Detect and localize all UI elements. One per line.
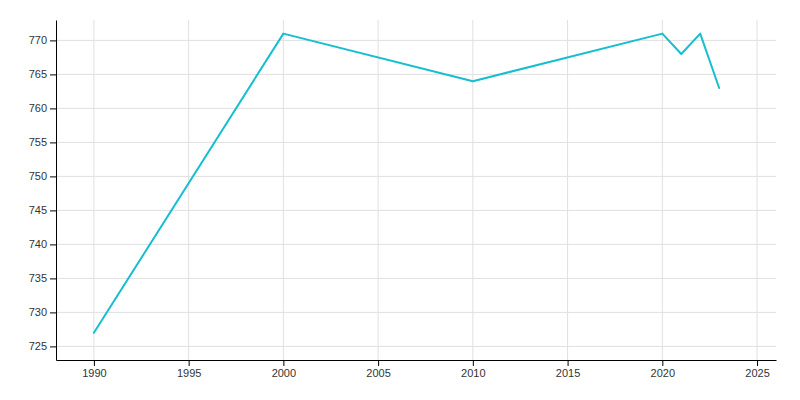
tick-label: 735: [29, 272, 47, 284]
tick: 2000: [272, 360, 296, 379]
grid-line-x: [472, 20, 473, 360]
tick-label: 2020: [651, 367, 675, 379]
tick-mark: [50, 346, 56, 347]
tick: 2025: [745, 360, 769, 379]
tick-label: 2010: [461, 367, 485, 379]
grid-line-y: [56, 142, 776, 143]
axis-domain: [57, 360, 777, 361]
tick-label: 2015: [556, 367, 580, 379]
tick: 1995: [177, 360, 201, 379]
tick-mark: [50, 278, 56, 279]
tick-mark: [757, 360, 758, 366]
tick: 770: [29, 34, 56, 46]
tick-mark: [50, 74, 56, 75]
tick-mark: [568, 360, 569, 366]
grid-line-x: [378, 20, 379, 360]
tick: 760: [29, 102, 56, 114]
grid-line-x: [93, 20, 94, 360]
axis-domain: [56, 21, 57, 361]
tick-mark: [189, 360, 190, 366]
tick-label: 2005: [366, 367, 390, 379]
tick: 745: [29, 204, 56, 216]
grid-line-y: [56, 346, 776, 347]
tick-mark: [473, 360, 474, 366]
tick-label: 750: [29, 170, 47, 182]
tick-mark: [50, 108, 56, 109]
tick: 735: [29, 272, 56, 284]
grid-line-y: [56, 278, 776, 279]
grid-line-x: [567, 20, 568, 360]
tick: 730: [29, 306, 56, 318]
tick-label: 1995: [177, 367, 201, 379]
y-axis: 725 730 735 740 745 750 755 760 765 770: [29, 21, 57, 361]
tick-label: 760: [29, 102, 47, 114]
tick-mark: [50, 210, 56, 211]
tick-mark: [50, 244, 56, 245]
x-axis: 1990 1995 2000 2005 2010 2015 2020 2025: [57, 360, 777, 379]
tick: 725: [29, 340, 56, 352]
tick-label: 765: [29, 68, 47, 80]
tick-label: 755: [29, 136, 47, 148]
grid: [56, 20, 776, 360]
chart-container: 1990 1995 2000 2005 2010 2015 2020 2025 725 730 73…: [0, 0, 800, 400]
tick-mark: [283, 360, 284, 366]
grid-line-y: [56, 74, 776, 75]
tick-label: 2000: [272, 367, 296, 379]
grid-line-y: [56, 176, 776, 177]
tick: 1990: [82, 360, 106, 379]
grid-line-y: [56, 210, 776, 211]
tick-mark: [50, 142, 56, 143]
tick: 765: [29, 68, 56, 80]
grid-line-x: [662, 20, 663, 360]
tick-label: 2025: [745, 367, 769, 379]
tick: 2015: [556, 360, 580, 379]
grid-line-x: [757, 20, 758, 360]
tick-label: 725: [29, 340, 47, 352]
tick: 740: [29, 238, 56, 250]
tick-label: 770: [29, 34, 47, 46]
grid-line-y: [56, 312, 776, 313]
line: [94, 34, 719, 333]
grid-line-x: [283, 20, 284, 360]
tick: 2005: [366, 360, 390, 379]
tick: 2010: [461, 360, 485, 379]
tick-mark: [50, 312, 56, 313]
grid-line-y: [56, 108, 776, 109]
chart-svg: 1990 1995 2000 2005 2010 2015 2020 2025 725 730 73…: [0, 0, 800, 400]
tick-mark: [662, 360, 663, 366]
tick-label: 730: [29, 306, 47, 318]
tick: 750: [29, 170, 56, 182]
grid-line-y: [56, 244, 776, 245]
tick-mark: [50, 40, 56, 41]
tick-label: 740: [29, 238, 47, 250]
tick: 755: [29, 136, 56, 148]
grid-line-x: [188, 20, 189, 360]
tick-mark: [50, 176, 56, 177]
tick-mark: [378, 360, 379, 366]
tick-label: 745: [29, 204, 47, 216]
tick: 2020: [651, 360, 675, 379]
tick-mark: [94, 360, 95, 366]
plot-area: [94, 34, 719, 333]
tick-label: 1990: [82, 367, 106, 379]
